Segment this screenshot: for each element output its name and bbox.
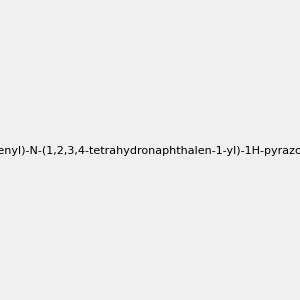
Text: 3-(3-methoxyphenyl)-N-(1,2,3,4-tetrahydronaphthalen-1-yl)-1H-pyrazole-5-carboxam: 3-(3-methoxyphenyl)-N-(1,2,3,4-tetrahydr… — [0, 146, 300, 157]
